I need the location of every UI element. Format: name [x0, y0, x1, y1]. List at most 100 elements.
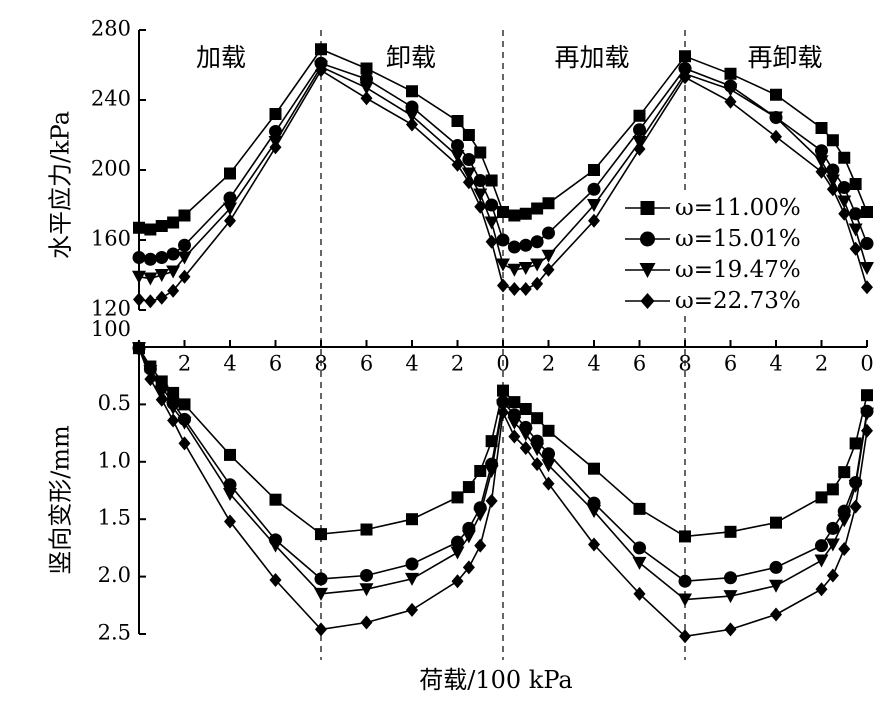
- x-tick-label: 2: [178, 352, 191, 376]
- circle-marker: [360, 568, 373, 582]
- triangle-marker: [639, 263, 656, 278]
- triangle-marker: [132, 270, 146, 284]
- bottom-y-tick-label: 1.5: [98, 506, 131, 530]
- square-marker: [861, 206, 873, 218]
- square-marker: [360, 523, 373, 536]
- triangle-marker: [825, 174, 840, 188]
- triangle-marker: [268, 539, 283, 553]
- diamond-marker: [542, 262, 555, 277]
- triangle-marker: [769, 111, 783, 125]
- triangle-marker: [484, 216, 499, 230]
- triangle-marker: [223, 202, 237, 216]
- diamond-marker: [155, 290, 168, 305]
- triangle-marker: [143, 272, 158, 286]
- diamond-marker: [815, 582, 828, 597]
- top-y-tick-label: 120: [91, 297, 131, 321]
- legend-entry-label: ω=19.47%: [675, 257, 801, 283]
- triangle-marker: [678, 593, 692, 607]
- triangle-marker: [587, 199, 601, 212]
- diamond-marker: [838, 206, 851, 221]
- phase-label-reunloading: 再卸载: [747, 43, 822, 72]
- triangle-marker: [359, 583, 374, 597]
- diamond-marker: [861, 423, 873, 438]
- diamond-marker: [474, 538, 487, 553]
- x-tick-label: 4: [769, 352, 782, 376]
- square-marker: [360, 62, 373, 75]
- triangle-marker: [177, 251, 192, 265]
- circle-marker: [724, 571, 737, 585]
- triangle-marker: [837, 195, 852, 209]
- diamond-marker: [462, 560, 475, 575]
- top-series-4: [133, 63, 873, 309]
- square-marker: [451, 115, 464, 127]
- circle-marker: [507, 240, 521, 254]
- square-marker: [462, 129, 475, 141]
- square-marker: [724, 67, 737, 80]
- diamond-marker: [679, 70, 691, 85]
- square-marker: [269, 493, 282, 506]
- circle-marker: [155, 251, 169, 264]
- square-marker: [224, 448, 236, 461]
- x-tick-label: 6: [269, 352, 282, 376]
- triangle-marker: [314, 587, 328, 601]
- circle-marker: [166, 247, 180, 261]
- top-y-tick-label: 280: [91, 17, 131, 41]
- square-marker: [640, 201, 655, 215]
- circle-marker: [132, 251, 146, 264]
- triangle-marker: [723, 590, 738, 604]
- phase-label-reloading: 再加载: [554, 43, 629, 72]
- legend: ω=11.00% ω=15.01% ω=19.47% ω=22.73%: [618, 190, 818, 316]
- circle-marker: [223, 191, 237, 205]
- bottom-y-tick-label: 2.5: [98, 621, 131, 645]
- triangle-marker: [405, 572, 419, 586]
- diamond-marker: [360, 615, 373, 630]
- diamond-marker: [167, 413, 180, 428]
- circle-marker: [837, 181, 851, 194]
- triangle-marker: [450, 150, 465, 163]
- square-marker: [462, 481, 475, 494]
- circle-marker: [849, 207, 863, 221]
- diamond-marker: [508, 282, 521, 296]
- phase-label-loading: 加载: [196, 43, 246, 72]
- square-marker: [451, 491, 464, 504]
- triangle-marker: [518, 262, 533, 275]
- triangle-marker: [473, 508, 488, 522]
- circle-marker: [815, 144, 828, 158]
- top-series-1: [133, 43, 873, 236]
- triangle-marker: [177, 416, 192, 430]
- x-tick-label: 4: [587, 352, 600, 376]
- diamond-marker: [633, 586, 646, 601]
- bottom-y-tick-label: 1.0: [98, 448, 131, 472]
- square-marker: [849, 178, 862, 190]
- square-marker: [724, 525, 737, 538]
- circle-marker: [496, 233, 510, 247]
- diamond-marker: [640, 293, 655, 309]
- square-marker: [531, 412, 544, 425]
- square-marker: [497, 384, 509, 397]
- square-marker: [269, 108, 282, 120]
- circle-marker: [451, 139, 464, 152]
- triangle-marker: [405, 109, 419, 123]
- triangle-marker: [530, 443, 545, 457]
- diamond-marker: [815, 164, 828, 179]
- phase-label-unloading: 卸载: [386, 43, 436, 72]
- x-tick-label: 6: [724, 352, 737, 376]
- triangle-marker: [860, 407, 874, 421]
- x-tick-label: 2: [815, 352, 828, 376]
- diamond-marker: [167, 283, 180, 298]
- diamond-marker: [838, 542, 851, 557]
- diamond-marker: [724, 622, 737, 637]
- circle-marker: [633, 123, 646, 137]
- x-tick-label: 4: [405, 352, 418, 376]
- diamond-marker: [224, 514, 236, 529]
- triangle-marker: [518, 428, 533, 442]
- square-marker: [815, 491, 828, 504]
- square-marker: [508, 396, 521, 409]
- top-y-tick-label: 200: [91, 157, 131, 181]
- x-tick-label: 8: [314, 352, 327, 376]
- circle-marker: [462, 153, 476, 166]
- triangle-marker: [359, 81, 374, 95]
- circle-marker: [542, 226, 555, 240]
- triangle-marker: [541, 459, 556, 473]
